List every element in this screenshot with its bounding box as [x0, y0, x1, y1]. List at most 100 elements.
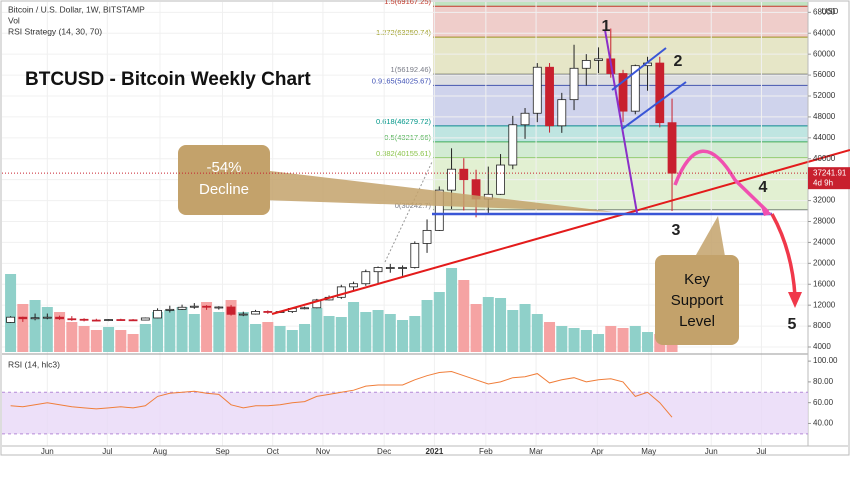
candle-body [177, 306, 187, 310]
x-tick-label: Sep [215, 447, 230, 456]
volume-bar [164, 310, 176, 352]
candle-body [189, 305, 199, 308]
volume-bar [384, 314, 396, 352]
candle-body [532, 66, 542, 114]
volume-bar [433, 292, 445, 352]
candle-body [581, 60, 591, 69]
y-tick-label: 64000 [813, 28, 836, 37]
fib-zones: 0(30242.7)0.382(40155.61)0.5(43217.66)0.… [372, 0, 808, 211]
candle-body [618, 73, 628, 112]
rsi-tick-label: 40.00 [813, 419, 834, 428]
x-tick-label: Oct [266, 447, 279, 456]
volume-bar [335, 317, 347, 352]
y-tick-label: 68000 [813, 7, 836, 16]
symbol-header: Bitcoin / U.S. Dollar, 1W, BITSTAMP [8, 4, 145, 14]
candle-body [655, 62, 665, 124]
candle-body [594, 58, 603, 61]
volume-bar [225, 300, 237, 352]
point-label: 3 [672, 222, 681, 239]
candle-body [385, 267, 395, 269]
x-tick-label: Feb [479, 447, 493, 456]
candle-body [373, 267, 383, 273]
volume-bar [507, 310, 519, 352]
volume-bar [17, 304, 29, 352]
callout-pointer [262, 170, 615, 212]
y-tick-label: 20000 [813, 258, 836, 267]
candle-body [459, 168, 469, 181]
annotations: -54% Decline Key Support Level 1 2 3 4 5 [199, 18, 797, 333]
volume-bar [127, 334, 139, 352]
volume-bar [531, 314, 543, 352]
x-tick-label: Jun [41, 447, 54, 456]
candle-body [263, 311, 273, 313]
volume-bar [213, 312, 225, 352]
candle-body [520, 112, 530, 126]
volume-bar [176, 307, 188, 352]
callout-text: Decline [199, 181, 249, 198]
y-tick-label: 56000 [813, 70, 836, 79]
candle-body [6, 316, 15, 323]
candle-body [18, 316, 28, 320]
callout-text: Key [684, 271, 710, 288]
y-tick-label: 12000 [813, 300, 836, 309]
candle-body [67, 318, 77, 321]
y-tick-label: 52000 [813, 91, 836, 100]
fib-label: 1.272(63250.74) [376, 28, 432, 37]
candle-body [336, 286, 346, 298]
rsi-title: RSI (14, hlc3) [8, 359, 60, 369]
candles [6, 28, 677, 323]
volume-bar [299, 324, 311, 352]
y-tick-label: 32000 [813, 196, 836, 205]
arrow-head [788, 292, 802, 308]
candle-body [30, 317, 40, 320]
candle-body [508, 124, 518, 166]
x-tick-label: May [641, 447, 656, 456]
chart-title: BTCUSD - Bitcoin Weekly Chart [25, 69, 311, 90]
candle-body [202, 305, 211, 308]
y-tick-label: 40000 [813, 154, 836, 163]
volume-bar [90, 330, 102, 352]
candle-body [226, 306, 236, 315]
projection-arrow [673, 149, 770, 214]
fib-label: 0.618(46279.72) [376, 117, 432, 126]
candle-body [496, 164, 505, 195]
volume-bar [103, 327, 115, 352]
candle-body [238, 313, 248, 316]
y-tick-label: 60000 [813, 49, 836, 58]
volume-bar [360, 312, 372, 352]
point-label: 1 [602, 18, 611, 35]
candle-body [398, 267, 407, 269]
volume-bar [397, 320, 409, 352]
volume-header: Vol [8, 15, 20, 25]
volume-bar [458, 280, 470, 352]
candle-body [312, 299, 322, 309]
x-tick-label: Jun [705, 447, 718, 456]
y-tick-label: 44000 [813, 133, 836, 142]
currency: USD [822, 7, 839, 16]
projection-arrow [770, 213, 797, 297]
volume-bar [262, 322, 274, 352]
volume-bar [421, 300, 433, 352]
drop-line [604, 29, 638, 214]
volume-bar [274, 326, 286, 352]
volume-bar [446, 268, 458, 352]
y-tick-label: 24000 [813, 238, 836, 247]
callout-text: Support [671, 292, 724, 309]
arrow-head [760, 204, 772, 216]
fib-band [433, 6, 808, 38]
volume-bar [54, 312, 66, 352]
rsi-tick-label: 60.00 [813, 398, 834, 407]
candle-body [569, 67, 579, 101]
volume-bar [580, 330, 592, 352]
volume-bar [372, 310, 384, 352]
candle-body [557, 99, 567, 127]
volume-bar [115, 330, 127, 352]
fib-origin [384, 161, 433, 263]
x-tick-label: Jul [102, 447, 112, 456]
volume-bar [250, 324, 262, 352]
countdown: 4d 9h [813, 178, 833, 187]
rsi-line [10, 370, 673, 418]
last-price-tag [808, 167, 850, 190]
fib-label: 0.382(40155.61) [376, 149, 432, 158]
point-label: 5 [788, 316, 797, 333]
